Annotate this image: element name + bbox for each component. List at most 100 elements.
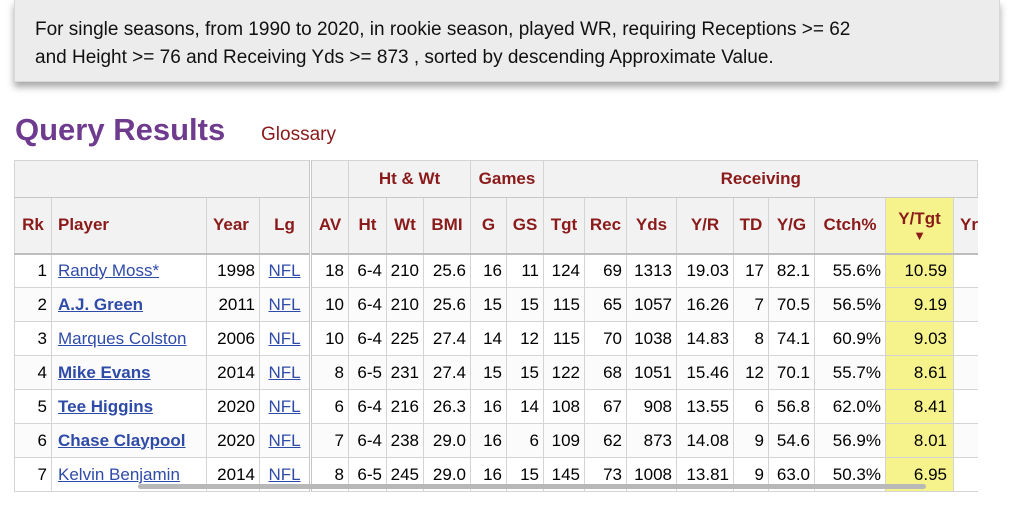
query-line-2: and Height >= 76 and Receiving Yds >= 87… xyxy=(35,47,774,68)
cut-off-cell xyxy=(952,457,978,492)
games-cell: 14 xyxy=(470,321,507,356)
col-y-tgt[interactable]: Y/Tgt ▼ xyxy=(885,197,954,255)
games-started-cell: 12 xyxy=(506,321,544,356)
year-cell: 2011 xyxy=(206,287,260,322)
col-bmi[interactable]: BMI xyxy=(423,197,471,255)
av-cell: 6 xyxy=(309,389,349,424)
bmi-cell: 25.6 xyxy=(423,287,471,322)
table-row: 1 Randy Moss* 1998 NFL 18 6-4 210 25.6 16 11 124 69… xyxy=(14,253,978,288)
glossary-link[interactable]: Glossary xyxy=(261,124,336,145)
yards-per-rec-cell: 14.08 xyxy=(676,423,734,458)
col-td[interactable]: TD xyxy=(733,197,769,255)
player-link[interactable]: Kelvin Benjamin xyxy=(58,464,180,484)
cut-off-cell xyxy=(952,321,978,356)
table-row: 4 Mike Evans 2014 NFL 8 6-5 231 27.4 15 15 122 68 10… xyxy=(14,355,978,390)
yards-cell: 1057 xyxy=(626,287,677,322)
player-link[interactable]: A.J. Green xyxy=(58,294,144,314)
yards-per-target-cell: 8.01 xyxy=(885,423,954,458)
yards-cell: 1313 xyxy=(626,253,677,288)
games-cell: 15 xyxy=(470,287,507,322)
targets-cell: 109 xyxy=(543,423,585,458)
col-lg[interactable]: Lg xyxy=(259,197,311,255)
yards-per-game-cell: 74.1 xyxy=(768,321,815,356)
player-link[interactable]: Marques Colston xyxy=(58,328,187,348)
col-rec[interactable]: Rec xyxy=(584,197,627,255)
col-gs[interactable]: GS xyxy=(506,197,544,255)
col-y-r[interactable]: Y/R xyxy=(676,197,734,255)
year-cell: 2006 xyxy=(206,321,260,356)
col-tgt[interactable]: Tgt xyxy=(543,197,585,255)
catch-pct-cell: 62.0% xyxy=(814,389,886,424)
col-g[interactable]: G xyxy=(470,197,507,255)
player-link[interactable]: Tee Higgins xyxy=(58,396,154,416)
cut-off-cell xyxy=(952,253,978,288)
query-description: For single seasons, from 1990 to 2020, i… xyxy=(14,0,1000,82)
catch-pct-cell: 56.9% xyxy=(814,423,886,458)
rank-cell: 6 xyxy=(14,423,52,458)
yards-per-game-cell: 56.8 xyxy=(768,389,815,424)
page-title: Query Results xyxy=(15,112,226,147)
league-link[interactable]: NFL xyxy=(268,294,301,314)
games-cell: 16 xyxy=(470,423,507,458)
year-cell: 2020 xyxy=(206,423,260,458)
col-yds[interactable]: Yds xyxy=(626,197,677,255)
table-row: 6 Chase Claypool 2020 NFL 7 6-4 238 29.0 16 6 109 6… xyxy=(14,423,978,458)
league-cell: NFL xyxy=(259,389,311,424)
col-player[interactable]: Player xyxy=(51,197,207,255)
year-cell: 2014 xyxy=(206,355,260,390)
year-cell: 2020 xyxy=(206,389,260,424)
over-header-games: Games xyxy=(470,160,544,198)
games-cell: 15 xyxy=(470,355,507,390)
table-row: 2 A.J. Green 2011 NFL 10 6-4 210 25.6 15 15 115 65 1… xyxy=(14,287,978,322)
weight-cell: 238 xyxy=(386,423,424,458)
cut-off-cell xyxy=(952,287,978,322)
results-table: Ht & Wt Games Receiving Rk Player Year L… xyxy=(14,160,979,492)
player-link[interactable]: Chase Claypool xyxy=(58,430,186,450)
col-av[interactable]: AV xyxy=(309,197,349,255)
over-header-ht-wt: Ht & Wt xyxy=(348,160,471,198)
player-cell: A.J. Green xyxy=(51,287,207,322)
td-cell: 7 xyxy=(733,287,769,322)
catch-pct-cell: 60.9% xyxy=(814,321,886,356)
games-started-cell: 11 xyxy=(506,253,544,288)
yards-per-rec-cell: 15.46 xyxy=(676,355,734,390)
weight-cell: 210 xyxy=(386,253,424,288)
col-ctch-pct[interactable]: Ctch% xyxy=(814,197,886,255)
col-rk[interactable]: Rk xyxy=(14,197,52,255)
league-link[interactable]: NFL xyxy=(268,464,301,484)
bmi-cell: 25.6 xyxy=(423,253,471,288)
player-link[interactable]: Mike Evans xyxy=(58,362,151,382)
league-link[interactable]: NFL xyxy=(268,260,301,280)
rank-cell: 1 xyxy=(14,253,52,288)
horizontal-scrollbar[interactable] xyxy=(138,484,926,489)
receptions-cell: 65 xyxy=(584,287,627,322)
league-cell: NFL xyxy=(259,253,311,288)
league-link[interactable]: NFL xyxy=(268,362,301,382)
col-yr-cut[interactable]: Yr xyxy=(952,197,978,255)
av-cell: 18 xyxy=(309,253,349,288)
td-cell: 8 xyxy=(733,321,769,356)
over-header-receiving: Receiving xyxy=(542,160,979,198)
league-link[interactable]: NFL xyxy=(268,328,301,348)
league-link[interactable]: NFL xyxy=(268,396,301,416)
sort-desc-icon: ▼ xyxy=(913,227,926,243)
yards-per-game-cell: 54.6 xyxy=(768,423,815,458)
col-year[interactable]: Year xyxy=(206,197,260,255)
yards-per-rec-cell: 13.55 xyxy=(676,389,734,424)
bmi-cell: 29.0 xyxy=(423,423,471,458)
yards-cell: 873 xyxy=(626,423,677,458)
height-cell: 6-4 xyxy=(348,423,387,458)
col-y-g[interactable]: Y/G xyxy=(768,197,815,255)
targets-cell: 122 xyxy=(543,355,585,390)
cut-off-cell xyxy=(952,355,978,390)
catch-pct-cell: 55.6% xyxy=(814,253,886,288)
league-link[interactable]: NFL xyxy=(268,430,301,450)
receptions-cell: 62 xyxy=(584,423,627,458)
targets-cell: 115 xyxy=(543,321,585,356)
yards-per-target-cell: 10.59 xyxy=(885,253,954,288)
player-link[interactable]: Randy Moss* xyxy=(58,260,160,280)
yards-per-target-cell: 9.19 xyxy=(885,287,954,322)
col-wt[interactable]: Wt xyxy=(386,197,424,255)
over-header-blank xyxy=(14,160,311,198)
col-ht[interactable]: Ht xyxy=(348,197,387,255)
